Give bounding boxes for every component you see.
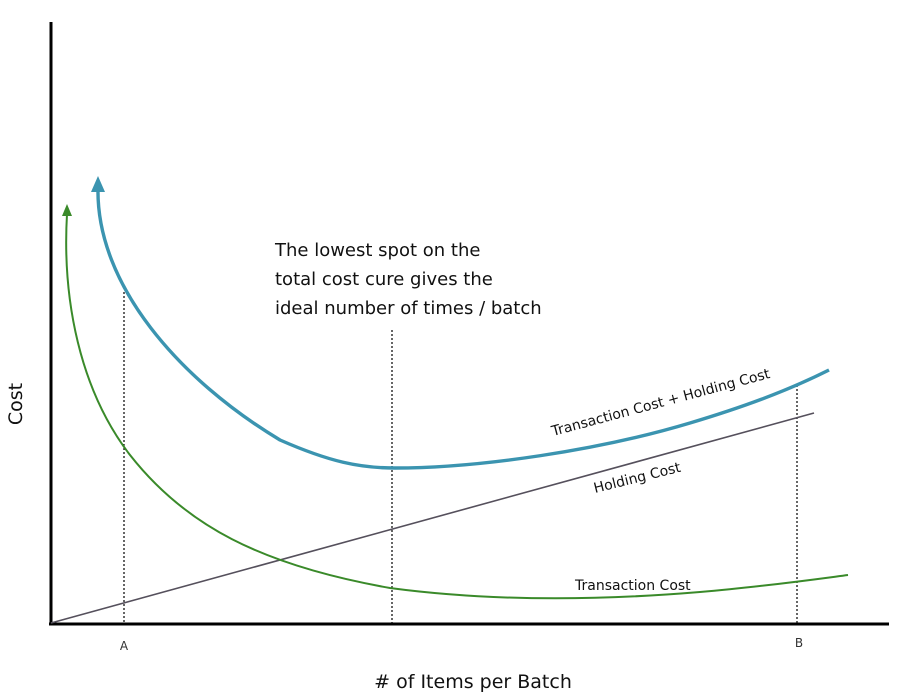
annotation-line-2: total cost cure gives the	[275, 269, 493, 290]
total-cost-label: Transaction Cost + Holding Cost	[549, 366, 772, 440]
transaction-cost-curve	[65, 213, 849, 600]
total-cost-arrowhead	[91, 176, 105, 192]
total-cost-curve	[96, 187, 830, 470]
holding-cost-line	[50, 412, 815, 624]
annotation-line-3: ideal number of times / batch	[275, 298, 542, 319]
transaction-cost-label: Transaction Cost	[574, 578, 691, 594]
holding-cost-label: Holding Cost	[592, 460, 683, 497]
y-axis-label: Cost	[5, 383, 27, 425]
transaction-cost-arrowhead	[62, 204, 72, 216]
x-axis-label: # of Items per Batch	[374, 671, 572, 693]
x-marker-a: A	[120, 639, 129, 653]
annotation-line-1: The lowest spot on the	[274, 240, 480, 261]
x-marker-b: B	[795, 636, 803, 650]
